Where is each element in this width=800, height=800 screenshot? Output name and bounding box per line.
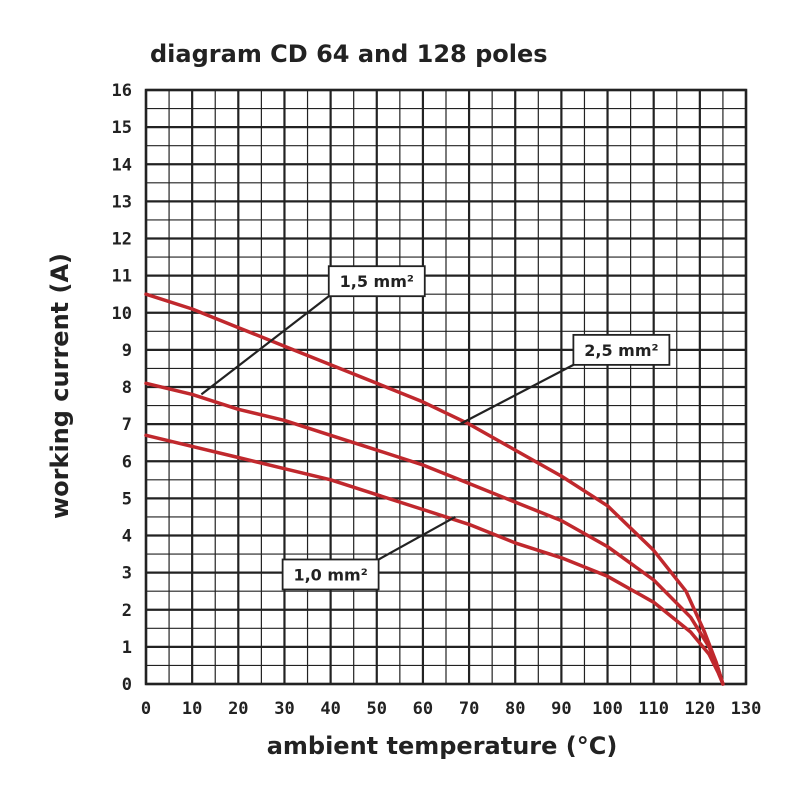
- x-tick-label: 130: [731, 699, 762, 719]
- callout-box: [572, 333, 671, 366]
- callout-leader-line: [378, 515, 456, 561]
- callout-label: 2,5 mm²: [584, 341, 658, 360]
- y-tick-label: 6: [122, 452, 132, 472]
- plot-frame: [144, 88, 748, 686]
- chart-title: diagram CD 64 and 128 poles: [150, 40, 548, 68]
- callout-label: 1,0 mm²: [293, 565, 367, 584]
- callout-box: [327, 265, 426, 298]
- tick-labels: 0 10 20 30 40 50 60 70 80 90 100 110 120 130012345678…: [112, 81, 762, 719]
- x-tick-label: 70: [459, 699, 479, 719]
- y-tick-label: 1: [122, 638, 132, 658]
- x-tick-label: 110: [638, 699, 669, 719]
- y-tick-label: 15: [112, 118, 132, 138]
- x-tick-label: 20: [228, 699, 248, 719]
- x-tick-label: 50: [367, 699, 387, 719]
- y-tick-label: 7: [122, 415, 132, 435]
- y-tick-label: 5: [122, 489, 132, 509]
- y-tick-label: 0: [122, 675, 132, 695]
- y-tick-label: 2: [122, 601, 132, 621]
- y-axis-label: working current (A): [46, 253, 74, 519]
- x-tick-label: 10: [182, 699, 202, 719]
- y-tick-label: 3: [122, 564, 132, 584]
- callout-leader-line: [459, 363, 574, 426]
- y-tick-label: 4: [122, 527, 132, 547]
- y-tick-label: 12: [112, 230, 132, 250]
- y-tick-label: 10: [112, 304, 132, 324]
- x-axis-label: ambient temperature (°C): [267, 732, 618, 760]
- x-tick-label: 30: [274, 699, 294, 719]
- y-tick-label: 13: [112, 192, 132, 212]
- callouts: 1,5 mm² 2,5 mm² 1,0 mm²: [200, 265, 671, 591]
- x-tick-label: 120: [684, 699, 715, 719]
- series-line-1: [144, 292, 725, 686]
- series-group: [144, 292, 725, 686]
- y-tick-label: 16: [112, 81, 132, 101]
- y-tick-label: 9: [122, 341, 132, 361]
- y-tick-label: 11: [112, 267, 132, 287]
- series-line-3: [144, 433, 725, 686]
- series-line-2: [144, 381, 725, 686]
- y-tick-label: 14: [112, 155, 132, 175]
- callout-box: [281, 558, 380, 591]
- x-tick-label: 80: [505, 699, 525, 719]
- x-tick-label: 100: [592, 699, 623, 719]
- chart-grid: [144, 88, 748, 686]
- x-tick-label: 40: [320, 699, 340, 719]
- x-tick-label: 0: [141, 699, 151, 719]
- callout-leader-line: [200, 295, 330, 396]
- callout-label: 1,5 mm²: [340, 272, 414, 291]
- x-tick-label: 90: [551, 699, 571, 719]
- x-tick-label: 60: [413, 699, 433, 719]
- y-tick-label: 8: [122, 378, 132, 398]
